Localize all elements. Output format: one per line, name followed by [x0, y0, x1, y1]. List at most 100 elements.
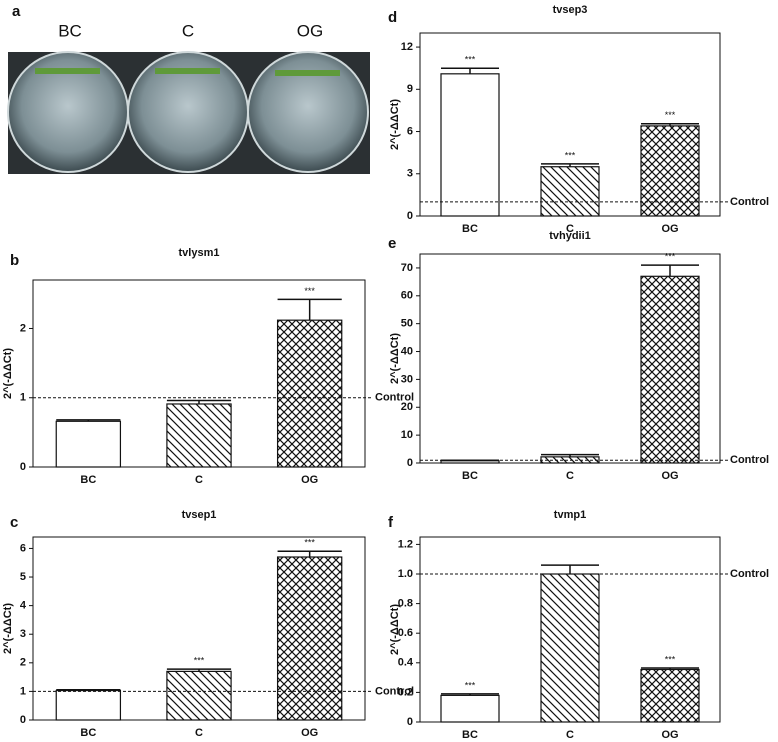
- x-tick-label: BC: [462, 223, 478, 235]
- y-tick-label: 0: [407, 457, 413, 469]
- reference-label: Control: [730, 568, 769, 580]
- seedlings: [155, 68, 220, 74]
- bar: [440, 73, 500, 217]
- bar: [440, 460, 500, 464]
- y-axis-label: 2^(-ΔΔCt): [2, 348, 14, 399]
- y-tick-label: 0: [407, 716, 413, 728]
- y-tick-label: 20: [401, 401, 413, 413]
- x-tick-label: C: [195, 474, 203, 486]
- y-tick-label: 0.6: [398, 627, 413, 639]
- y-tick-label: 0.2: [398, 686, 413, 698]
- reference-label: Control: [375, 685, 414, 697]
- y-tick-label: 0.4: [398, 657, 414, 669]
- y-axis-label: 2^(-ΔΔCt): [389, 333, 401, 384]
- seedlings: [275, 70, 340, 76]
- y-tick-label: 2: [20, 322, 26, 334]
- x-tick-label: OG: [661, 223, 678, 235]
- significance-label: ***: [665, 654, 676, 664]
- x-tick-label: OG: [661, 729, 678, 741]
- seedlings: [35, 68, 100, 74]
- x-tick-label: OG: [301, 727, 318, 739]
- error-bar: [641, 123, 699, 126]
- significance-label: ***: [665, 252, 676, 262]
- y-tick-label: 1.0: [398, 568, 413, 580]
- significance-label: ***: [665, 110, 676, 120]
- x-tick-label: BC: [462, 729, 478, 741]
- y-tick-label: 6: [407, 125, 413, 137]
- x-tick-label: BC: [80, 474, 96, 486]
- error-bar: [641, 667, 699, 670]
- y-tick-label: 0: [20, 461, 26, 473]
- error-bar: [541, 163, 599, 167]
- y-axis-label: 2^(-ΔΔCt): [389, 99, 401, 150]
- y-tick-label: 1: [20, 392, 26, 404]
- significance-label: ***: [304, 538, 315, 548]
- error-bar: [277, 298, 342, 321]
- bar: [540, 573, 600, 723]
- bar: [55, 420, 122, 468]
- y-tick-label: 70: [401, 262, 413, 274]
- panel-letter: b: [10, 252, 19, 269]
- chart-title: tvsep3: [553, 4, 588, 16]
- panel-letter: d: [388, 9, 397, 26]
- chart-title: tvhydii1: [549, 230, 591, 242]
- x-tick-label: OG: [661, 470, 678, 482]
- y-tick-label: 0.8: [398, 598, 413, 610]
- x-tick-label: OG: [301, 474, 318, 486]
- y-tick-label: 0: [20, 714, 26, 726]
- significance-label: ***: [465, 680, 476, 690]
- x-tick-label: BC: [462, 470, 478, 482]
- significance-label: ***: [565, 150, 576, 160]
- error-bar: [541, 453, 599, 457]
- chart-title: tvsep1: [182, 509, 217, 521]
- photo-panel: a BC C OG: [7, 3, 370, 174]
- y-tick-label: 3: [407, 168, 413, 180]
- y-tick-label: 1.2: [398, 538, 413, 550]
- x-tick-label: C: [566, 729, 574, 741]
- y-axis-label: 2^(-ΔΔCt): [389, 604, 401, 655]
- chart-title: tvmp1: [554, 509, 586, 521]
- panel-letter: a: [12, 3, 21, 20]
- y-tick-label: 0: [407, 210, 413, 222]
- y-tick-label: 9: [407, 83, 413, 95]
- photo-label: OG: [297, 21, 323, 40]
- bar: [640, 125, 700, 217]
- bar: [276, 319, 343, 468]
- bar: [166, 403, 232, 468]
- bar: [166, 670, 232, 721]
- error-bar: [166, 668, 232, 672]
- y-tick-label: 40: [401, 345, 413, 357]
- bar: [640, 275, 700, 464]
- significance-label: ***: [194, 655, 205, 665]
- y-tick-label: 50: [401, 318, 413, 330]
- x-tick-label: C: [566, 470, 574, 482]
- y-tick-label: 10: [401, 429, 413, 441]
- chart-title: tvlysm1: [179, 247, 220, 259]
- error-bar: [641, 264, 699, 277]
- reference-label: Control: [375, 392, 414, 404]
- error-bar: [56, 419, 121, 422]
- y-tick-label: 30: [401, 373, 413, 385]
- panel-letter: c: [10, 514, 18, 531]
- error-bar: [166, 399, 232, 404]
- y-tick-label: 1: [20, 685, 26, 697]
- photo-label: BC: [58, 21, 82, 40]
- y-tick-label: 4: [20, 600, 27, 612]
- y-axis-label: 2^(-ΔΔCt): [2, 603, 14, 654]
- x-tick-label: C: [195, 727, 203, 739]
- y-tick-label: 3: [20, 628, 26, 640]
- y-tick-label: 5: [20, 571, 26, 583]
- bar: [55, 689, 122, 721]
- y-tick-label: 2: [20, 657, 26, 669]
- y-tick-label: 6: [20, 542, 26, 554]
- petri-dish: [247, 51, 369, 173]
- error-bar: [441, 67, 499, 74]
- x-tick-label: BC: [80, 727, 96, 739]
- bar: [640, 668, 700, 723]
- panel-letter: e: [388, 235, 396, 252]
- bar: [540, 166, 600, 217]
- error-bar: [277, 550, 342, 558]
- reference-label: Control: [730, 454, 769, 466]
- photo-label: C: [182, 21, 194, 40]
